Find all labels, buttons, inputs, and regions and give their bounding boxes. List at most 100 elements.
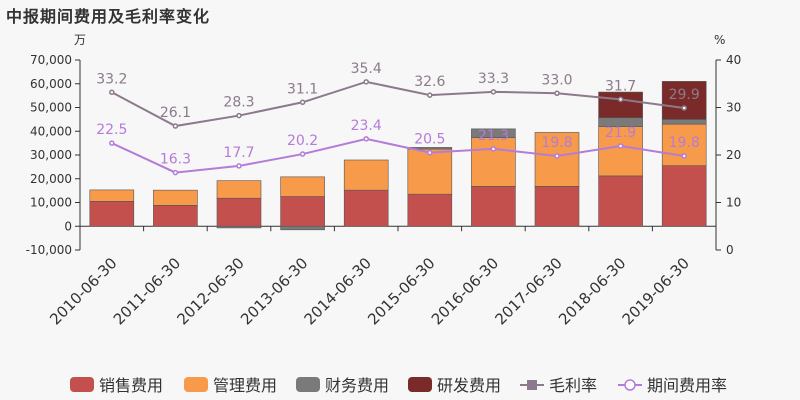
legend-label: 销售费用 bbox=[99, 376, 163, 395]
x-tick-label: 2015-06-30 bbox=[364, 254, 438, 328]
bar-segment bbox=[343, 159, 389, 191]
line-point bbox=[490, 89, 497, 95]
line-point bbox=[363, 136, 369, 142]
x-tick-label: 2013-06-30 bbox=[237, 254, 311, 328]
line-point bbox=[299, 151, 306, 157]
data-label: 20.2 bbox=[287, 133, 318, 149]
y-right-tick-label: 30 bbox=[726, 101, 741, 115]
line-point bbox=[554, 153, 560, 159]
bar-segment bbox=[216, 180, 262, 199]
data-label: 33.2 bbox=[96, 71, 127, 87]
data-label: 19.8 bbox=[669, 135, 700, 151]
bar-segment bbox=[407, 193, 453, 227]
y-left-tick-label: 30,000 bbox=[30, 148, 72, 162]
chart-title: 中报期间费用及毛利率变化 bbox=[6, 7, 211, 26]
line-point bbox=[109, 140, 115, 146]
y-left-tick-label: 60,000 bbox=[30, 77, 72, 91]
legend-label: 财务费用 bbox=[325, 376, 389, 395]
legend-label: 研发费用 bbox=[437, 376, 501, 395]
legend-swatch bbox=[296, 377, 320, 392]
y-right-tick-label: 20 bbox=[726, 148, 741, 162]
line-point bbox=[681, 153, 687, 159]
line-point bbox=[236, 163, 242, 169]
data-label: 28.3 bbox=[223, 95, 254, 111]
line-point bbox=[109, 89, 115, 96]
bar-segment bbox=[89, 189, 135, 202]
data-label: 21.9 bbox=[605, 125, 636, 141]
data-label: 31.7 bbox=[605, 78, 636, 94]
legend-label: 管理费用 bbox=[213, 376, 277, 395]
y-right-tick-label: 10 bbox=[726, 196, 741, 210]
y-right-tick-label: 40 bbox=[726, 53, 741, 67]
data-label: 21.3 bbox=[478, 128, 509, 144]
data-label: 31.1 bbox=[287, 81, 318, 97]
bar-segment bbox=[216, 197, 262, 227]
line-point bbox=[617, 143, 624, 149]
line-point bbox=[490, 146, 497, 152]
line-point bbox=[427, 149, 433, 156]
bar-segment bbox=[280, 176, 325, 197]
line-point bbox=[427, 92, 433, 98]
line-point bbox=[554, 90, 560, 96]
bar-segment bbox=[471, 128, 516, 138]
line-point bbox=[681, 105, 687, 111]
data-label: 33.3 bbox=[478, 71, 509, 87]
line-point bbox=[172, 123, 179, 129]
y-left-tick-label: 20,000 bbox=[30, 172, 72, 186]
legend-swatch bbox=[408, 377, 432, 392]
data-label: 19.8 bbox=[541, 135, 572, 151]
bar-segment bbox=[661, 165, 707, 227]
bar-segment bbox=[661, 123, 707, 166]
data-label: 16.3 bbox=[160, 152, 191, 168]
line-point bbox=[172, 169, 179, 176]
legend-label: 毛利率 bbox=[549, 376, 597, 395]
bar-segment bbox=[280, 196, 325, 227]
data-label: 29.9 bbox=[669, 87, 700, 103]
data-label: 23.4 bbox=[351, 118, 382, 134]
bar-segment bbox=[471, 137, 516, 187]
line-point bbox=[363, 79, 369, 85]
bar-segment bbox=[343, 189, 389, 227]
line-point bbox=[299, 99, 306, 106]
data-label: 33.0 bbox=[541, 72, 572, 88]
x-tick-label: 2010-06-30 bbox=[46, 254, 120, 328]
x-tick-label: 2012-06-30 bbox=[173, 254, 247, 328]
x-tick-label: 2011-06-30 bbox=[110, 254, 184, 328]
x-tick-label: 2019-06-30 bbox=[619, 254, 693, 328]
bar-segment bbox=[534, 132, 580, 187]
y-right-unit-label: % bbox=[714, 33, 725, 47]
x-tick-label: 2014-06-30 bbox=[301, 254, 375, 328]
legend-label: 期间费用率 bbox=[647, 376, 727, 395]
bar-segment bbox=[661, 119, 707, 125]
bar-segment bbox=[153, 189, 198, 206]
data-label: 35.4 bbox=[351, 61, 382, 77]
data-label: 26.1 bbox=[160, 105, 191, 121]
bar-segment bbox=[407, 148, 453, 195]
lines-group: 33.2 26.1 28.3 31.1 35.4 32.6 33.3 33.0 31.7 29.9… bbox=[96, 61, 700, 176]
legend-marker bbox=[624, 379, 636, 391]
line-series bbox=[111, 137, 685, 174]
x-tick-label: 2018-06-30 bbox=[555, 254, 629, 328]
x-tick-label: 2017-06-30 bbox=[491, 254, 565, 328]
data-label: 22.5 bbox=[96, 122, 127, 138]
legend-swatch bbox=[70, 377, 94, 392]
bar-segment bbox=[471, 186, 516, 227]
line-point bbox=[236, 112, 242, 119]
y-left-unit-label: 万 bbox=[74, 33, 86, 47]
data-label: 20.5 bbox=[414, 132, 445, 148]
legend-group: 销售费用 管理费用 财务费用 研发费用 毛利率 期间费用率 bbox=[70, 376, 727, 395]
y-left-tick-label: 50,000 bbox=[30, 101, 72, 115]
bar-segment bbox=[153, 205, 198, 227]
bar-segment bbox=[534, 186, 580, 227]
legend-swatch bbox=[184, 377, 208, 392]
x-tick-label: 2016-06-30 bbox=[428, 254, 502, 328]
data-label: 32.6 bbox=[414, 74, 445, 90]
bar-segment bbox=[89, 201, 135, 227]
y-left-tick-label: 70,000 bbox=[30, 53, 72, 67]
line-series bbox=[111, 80, 685, 128]
bar-segment bbox=[280, 225, 325, 231]
legend-marker bbox=[527, 380, 537, 390]
bar-segment bbox=[598, 91, 643, 119]
data-label: 17.7 bbox=[223, 145, 254, 161]
